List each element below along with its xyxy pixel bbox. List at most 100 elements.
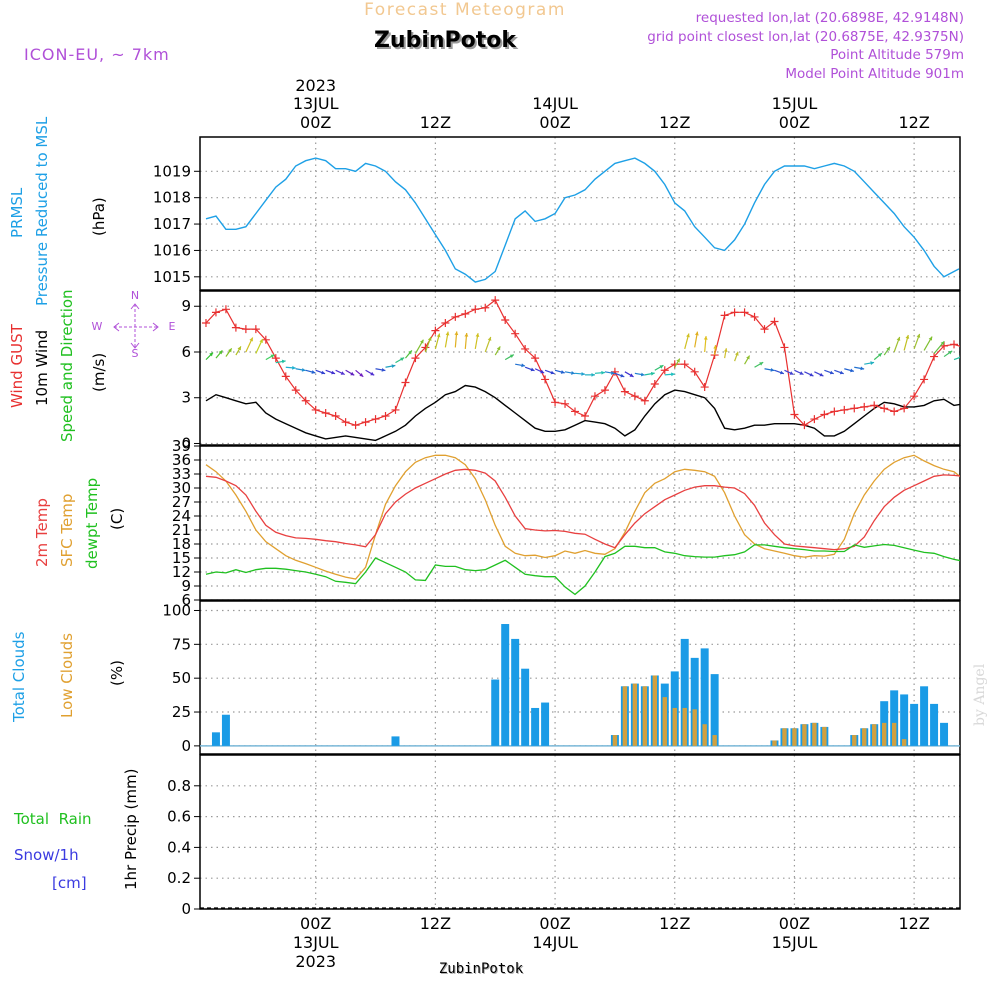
wind-arrow-shaft xyxy=(953,356,960,361)
top-hour-label: 12Z xyxy=(659,113,690,132)
wind-arrow-head xyxy=(249,337,253,342)
wind-arrow xyxy=(893,336,901,353)
total-cloud-bar xyxy=(890,690,899,746)
gust-marker xyxy=(600,386,609,395)
t2m-line xyxy=(205,468,960,551)
wind-arrow-head xyxy=(659,365,664,369)
wind-arrow xyxy=(734,351,739,362)
wind-arrow xyxy=(265,354,275,361)
wind-arrow xyxy=(824,369,834,375)
wind-unit: (m/s) xyxy=(90,353,108,392)
wind-arrow-head xyxy=(723,348,728,353)
wind-arrow-head xyxy=(916,333,921,338)
point-altitude: Point Altitude 579m xyxy=(830,47,964,63)
total-cloud-bar xyxy=(920,686,929,746)
wind-arrow-head xyxy=(218,350,223,355)
wind-arrow-head xyxy=(427,336,432,341)
gust-marker xyxy=(660,366,669,375)
low-cloud-bar xyxy=(712,735,717,746)
low-cloud-bar xyxy=(682,707,687,746)
wind-arrow-head xyxy=(571,371,575,375)
wind-arrow-head xyxy=(237,346,241,351)
temp-unit: (C) xyxy=(108,508,126,530)
wind-arrow-head xyxy=(581,371,585,376)
gust-marker xyxy=(321,408,330,417)
clouds-ytick-label: 25 xyxy=(172,703,191,721)
total-cloud-bar xyxy=(910,703,919,746)
wind-arrow xyxy=(953,355,960,361)
low-cloud-bar xyxy=(822,726,827,746)
wind-arrow-head xyxy=(487,336,492,341)
panels: 1015101610171018101903696912151821242730… xyxy=(153,136,961,918)
wind-arrow-head xyxy=(601,370,605,375)
wind-arrow-head xyxy=(436,333,441,338)
clouds-ytick-label: 0 xyxy=(181,737,191,755)
gust-marker xyxy=(750,312,759,321)
wind-arrow xyxy=(883,346,891,356)
top-tick-group: 12Z xyxy=(898,113,929,132)
wind-arrow-head xyxy=(905,335,910,339)
gust-marker xyxy=(441,319,450,328)
wind-arrow xyxy=(703,335,708,353)
pressure-panel-labels: PRMSL Pressure Reduced to MSL (hPa) xyxy=(8,116,108,306)
wind-arrow xyxy=(774,369,785,375)
top-day-label: 14JUL xyxy=(532,94,578,113)
compass-north: N xyxy=(131,289,139,302)
wind-arrow-head xyxy=(694,331,699,336)
low-cloud-bar xyxy=(872,724,877,746)
temp-ytick-label: 36 xyxy=(172,451,191,469)
gust-marker xyxy=(561,399,570,408)
bottom-tick-group: 12Z xyxy=(420,914,451,933)
clouds-label-low: Low Clouds xyxy=(58,633,76,718)
wind-arrow-head xyxy=(877,353,882,357)
gust-marker xyxy=(790,410,799,419)
wind-speed-line xyxy=(205,384,960,442)
top-hour-label: 12Z xyxy=(420,113,451,132)
wind-arrow xyxy=(325,369,336,375)
wind-arrow-head xyxy=(530,367,535,372)
wind-arrow-head xyxy=(671,372,675,377)
gust-marker xyxy=(820,410,829,419)
top-hour-label: 00Z xyxy=(300,113,331,132)
precip-label-snow: Snow/1h xyxy=(14,846,79,864)
gust-marker xyxy=(840,405,849,414)
wind-arrow xyxy=(873,352,883,361)
temp-panel-labels: 2m Temp SFC Temp dewpt Temp (C) xyxy=(33,478,126,569)
pressure-ytick-label: 1019 xyxy=(153,162,191,180)
precip-ytick-label: 0.4 xyxy=(167,838,191,856)
gust-marker xyxy=(730,308,739,317)
wind-arrow xyxy=(584,372,595,377)
bottom-tick-group: 12Z xyxy=(898,914,929,933)
low-cloud-bar xyxy=(632,683,638,746)
gust-marker xyxy=(950,340,959,349)
clouds-panel: 0 25 50 75 100 xyxy=(162,600,961,755)
precip-ytick-label: 0.6 xyxy=(167,808,191,826)
footer-location-shadow: ZubinPotok xyxy=(440,962,525,978)
wind-arrow-head xyxy=(650,371,655,376)
gust-marker xyxy=(291,386,300,395)
gust-marker xyxy=(351,421,360,430)
wind-arrow xyxy=(943,350,953,358)
wind-arrow-head xyxy=(870,361,875,365)
wind-ytick-label: 0 xyxy=(181,434,191,452)
wind-arrow xyxy=(524,366,535,372)
gust-marker xyxy=(850,404,859,413)
precip-ytick-label: 0 xyxy=(181,900,191,918)
low-cloud-bar xyxy=(672,707,677,746)
wind-arrow xyxy=(355,369,364,378)
wind-arrow xyxy=(903,334,910,351)
gust-marker xyxy=(551,398,560,407)
location-title: ZubinPotok xyxy=(374,28,517,53)
wind-arrow xyxy=(305,369,316,374)
wind-arrow-head xyxy=(676,358,680,363)
clouds-ytick-label: 50 xyxy=(172,669,191,687)
gust-marker xyxy=(251,325,260,334)
top-hour-label: 00Z xyxy=(779,113,810,132)
gust-marker xyxy=(261,335,270,344)
gust-marker xyxy=(580,412,589,421)
wind-arrow-head xyxy=(301,368,306,372)
